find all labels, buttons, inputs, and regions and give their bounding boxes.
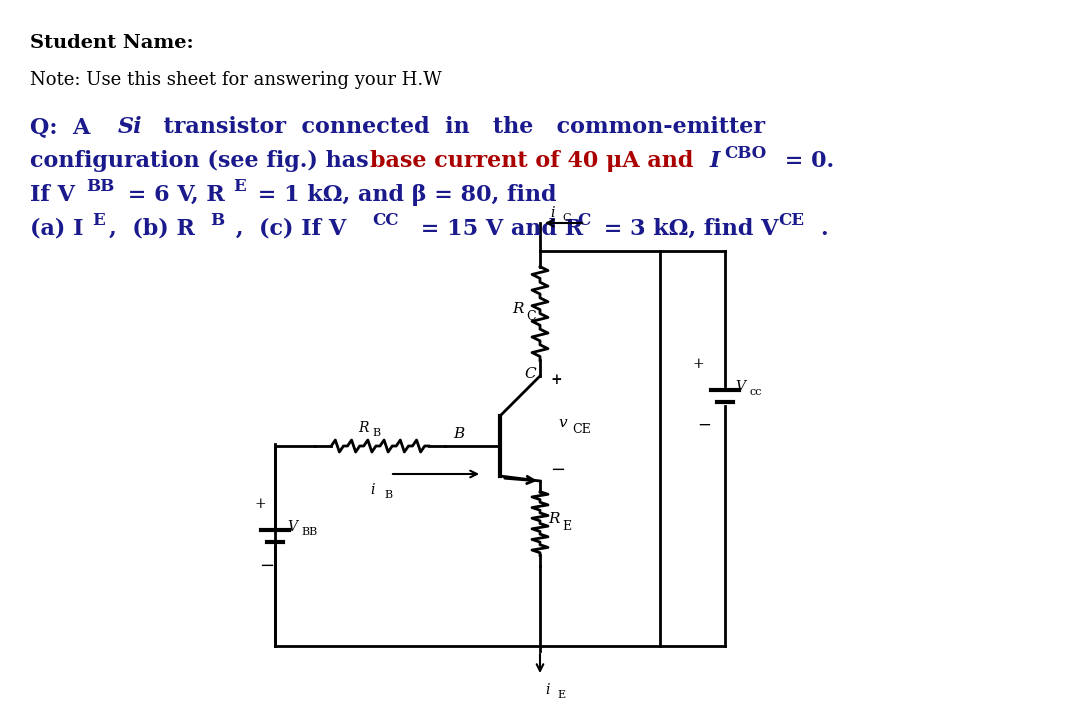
- Text: BB: BB: [86, 178, 114, 195]
- Text: B: B: [210, 212, 225, 229]
- Text: configuration (see fig.) has: configuration (see fig.) has: [30, 150, 376, 172]
- Text: CBO: CBO: [724, 145, 766, 162]
- Text: = 1 kΩ, and β = 80, find: = 1 kΩ, and β = 80, find: [249, 184, 556, 206]
- Text: C: C: [524, 367, 536, 381]
- Text: E: E: [562, 520, 571, 532]
- Text: i: i: [370, 483, 375, 497]
- Text: Q:  A: Q: A: [30, 116, 98, 138]
- Text: R: R: [357, 421, 368, 435]
- Text: = 6 V, R: = 6 V, R: [120, 184, 225, 206]
- Text: C: C: [577, 212, 591, 229]
- Text: CE: CE: [572, 423, 591, 436]
- Text: B: B: [372, 428, 380, 438]
- Text: .: .: [820, 218, 827, 240]
- Text: = 3 kΩ, find V: = 3 kΩ, find V: [596, 218, 779, 240]
- Text: base current of 40 μA and: base current of 40 μA and: [370, 150, 701, 172]
- Text: v: v: [558, 416, 567, 430]
- Text: BB: BB: [301, 527, 318, 537]
- Text: = 0.: = 0.: [777, 150, 834, 172]
- Text: CE: CE: [778, 212, 804, 229]
- Text: C: C: [562, 213, 570, 223]
- Text: i: i: [545, 683, 550, 697]
- Text: R: R: [512, 302, 524, 316]
- Text: I: I: [710, 150, 720, 172]
- Text: CC: CC: [372, 212, 399, 229]
- Text: Note: Use this sheet for answering your H.W: Note: Use this sheet for answering your …: [30, 71, 442, 89]
- Text: C: C: [526, 309, 536, 323]
- Text: transistor  connected  in   the   common-emitter: transistor connected in the common-emitt…: [148, 116, 765, 138]
- Text: −: −: [697, 417, 711, 434]
- Text: V: V: [735, 380, 745, 394]
- Text: If V: If V: [30, 184, 75, 206]
- Text: +: +: [255, 497, 267, 511]
- Text: ,  (c) If V: , (c) If V: [228, 218, 347, 240]
- Text: cc: cc: [750, 387, 761, 397]
- Text: −: −: [259, 557, 274, 575]
- Text: +: +: [550, 373, 562, 387]
- Text: E: E: [233, 178, 246, 195]
- Text: B: B: [453, 427, 464, 441]
- Text: −: −: [550, 461, 565, 479]
- Text: E: E: [92, 212, 105, 229]
- Text: E: E: [557, 690, 565, 700]
- Text: i: i: [550, 206, 554, 220]
- Text: B: B: [384, 490, 392, 500]
- Text: Student Name:: Student Name:: [30, 34, 193, 52]
- Text: ,  (b) R: , (b) R: [109, 218, 194, 240]
- Text: V: V: [287, 520, 297, 534]
- Text: (a) I: (a) I: [30, 218, 83, 240]
- Text: Si: Si: [118, 116, 143, 138]
- Text: = 15 V and R: = 15 V and R: [413, 218, 583, 240]
- Text: +: +: [693, 357, 704, 371]
- Text: R: R: [548, 512, 559, 526]
